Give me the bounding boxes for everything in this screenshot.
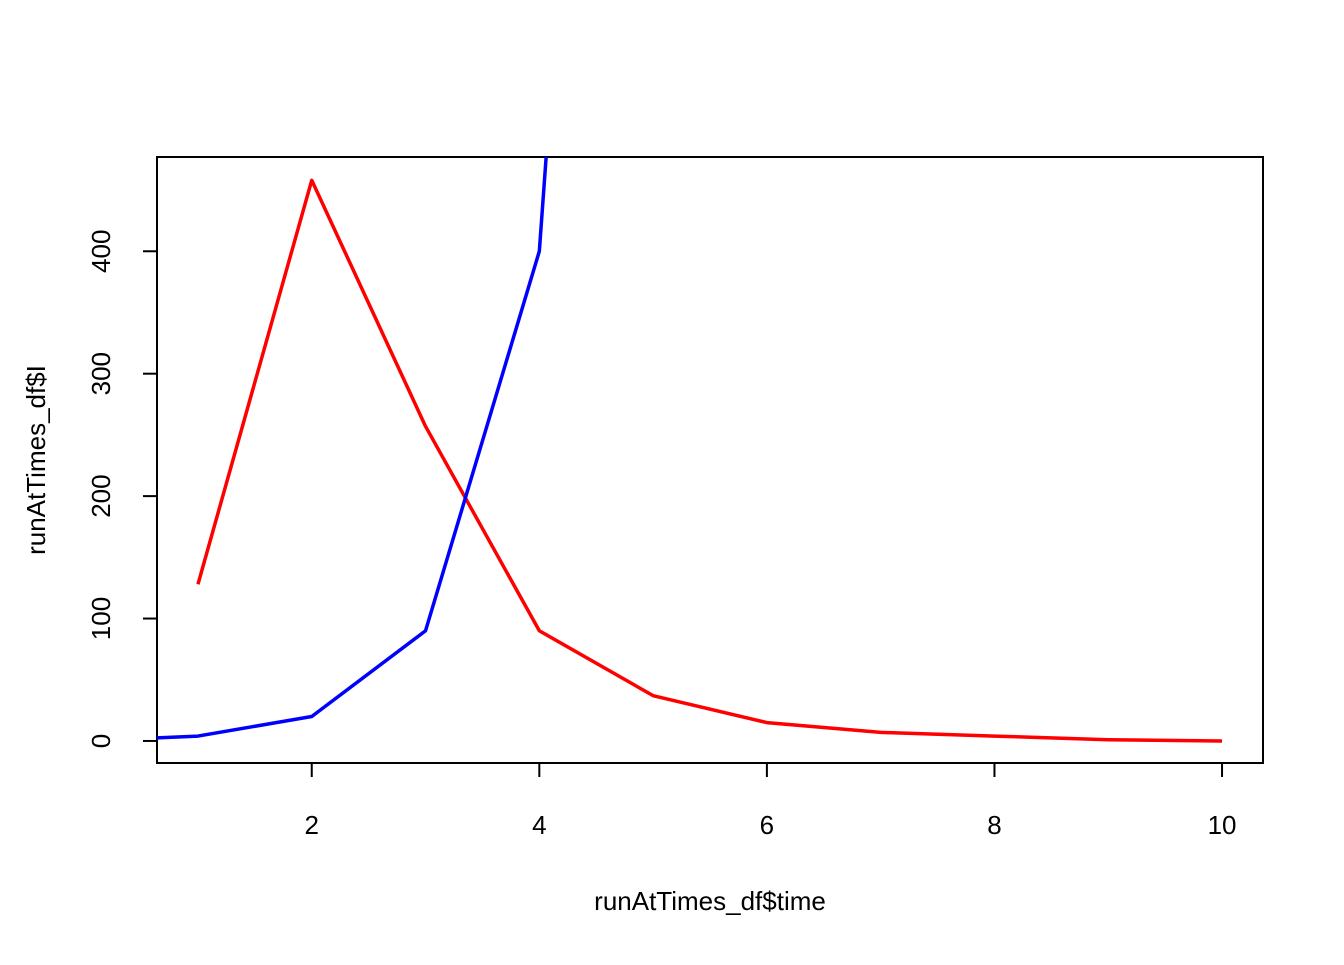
y-tick-label: 400 xyxy=(86,230,116,273)
y-tick-label: 300 xyxy=(86,352,116,395)
y-tick-label: 100 xyxy=(86,597,116,640)
x-tick-label: 6 xyxy=(760,810,774,840)
series-line xyxy=(196,178,1223,743)
x-tick-label: 4 xyxy=(532,810,546,840)
x-axis-label: runAtTimes_df$time xyxy=(594,886,826,916)
plot-frame xyxy=(156,156,1264,764)
plot-area xyxy=(157,157,1223,743)
x-tick-label: 10 xyxy=(1208,810,1237,840)
y-axis-label: runAtTimes_df$I xyxy=(21,365,51,555)
x-tick-label: 2 xyxy=(305,810,319,840)
y-tick-label: 200 xyxy=(86,474,116,517)
x-tick-label: 8 xyxy=(987,810,1001,840)
y-tick-label: 0 xyxy=(86,734,116,748)
series-line xyxy=(157,157,548,740)
